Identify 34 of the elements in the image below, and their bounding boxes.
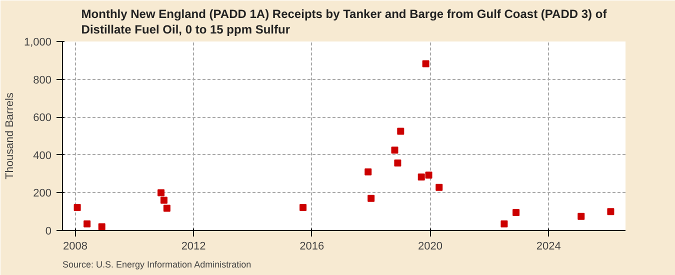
point <box>160 196 168 204</box>
y-tick-label: 0 <box>45 226 52 238</box>
chart-title: Monthly New England (PADD 1A) Receipts by Tanker and Barge from Gulf Coast (PADD 3) of Distillate Fuel Oil, 0 to 15 ppm Sulfur <box>81 7 608 36</box>
source-note: Source: U.S. Energy Information Administration <box>62 260 252 270</box>
x-tick-label: 2016 <box>300 240 324 252</box>
point <box>578 212 585 220</box>
point <box>98 223 106 230</box>
y-tick-label: 1,000 <box>24 36 52 48</box>
point <box>418 174 425 181</box>
point <box>394 160 402 167</box>
point <box>512 209 520 216</box>
x-tick-label: 2008 <box>62 240 88 252</box>
point <box>500 220 508 228</box>
y-axis-title: Thousand Barrels <box>4 92 16 180</box>
point <box>422 60 430 68</box>
point <box>364 168 372 176</box>
point <box>84 220 91 228</box>
point <box>368 194 375 202</box>
y-tick-label: 600 <box>33 112 52 124</box>
point <box>158 189 165 196</box>
point <box>607 208 614 216</box>
x-tick-label: 2020 <box>418 240 442 252</box>
point <box>436 184 443 191</box>
x-tick-label: 2024 <box>536 240 561 252</box>
point <box>163 204 170 212</box>
x-tick-label: 2012 <box>181 240 206 252</box>
point <box>425 172 432 179</box>
y-tick-label: 800 <box>33 74 52 86</box>
point <box>74 204 81 211</box>
point <box>391 146 398 154</box>
y-tick-label: 200 <box>33 188 52 200</box>
point <box>397 128 404 135</box>
point <box>300 204 307 211</box>
y-tick-label: 400 <box>33 150 52 162</box>
